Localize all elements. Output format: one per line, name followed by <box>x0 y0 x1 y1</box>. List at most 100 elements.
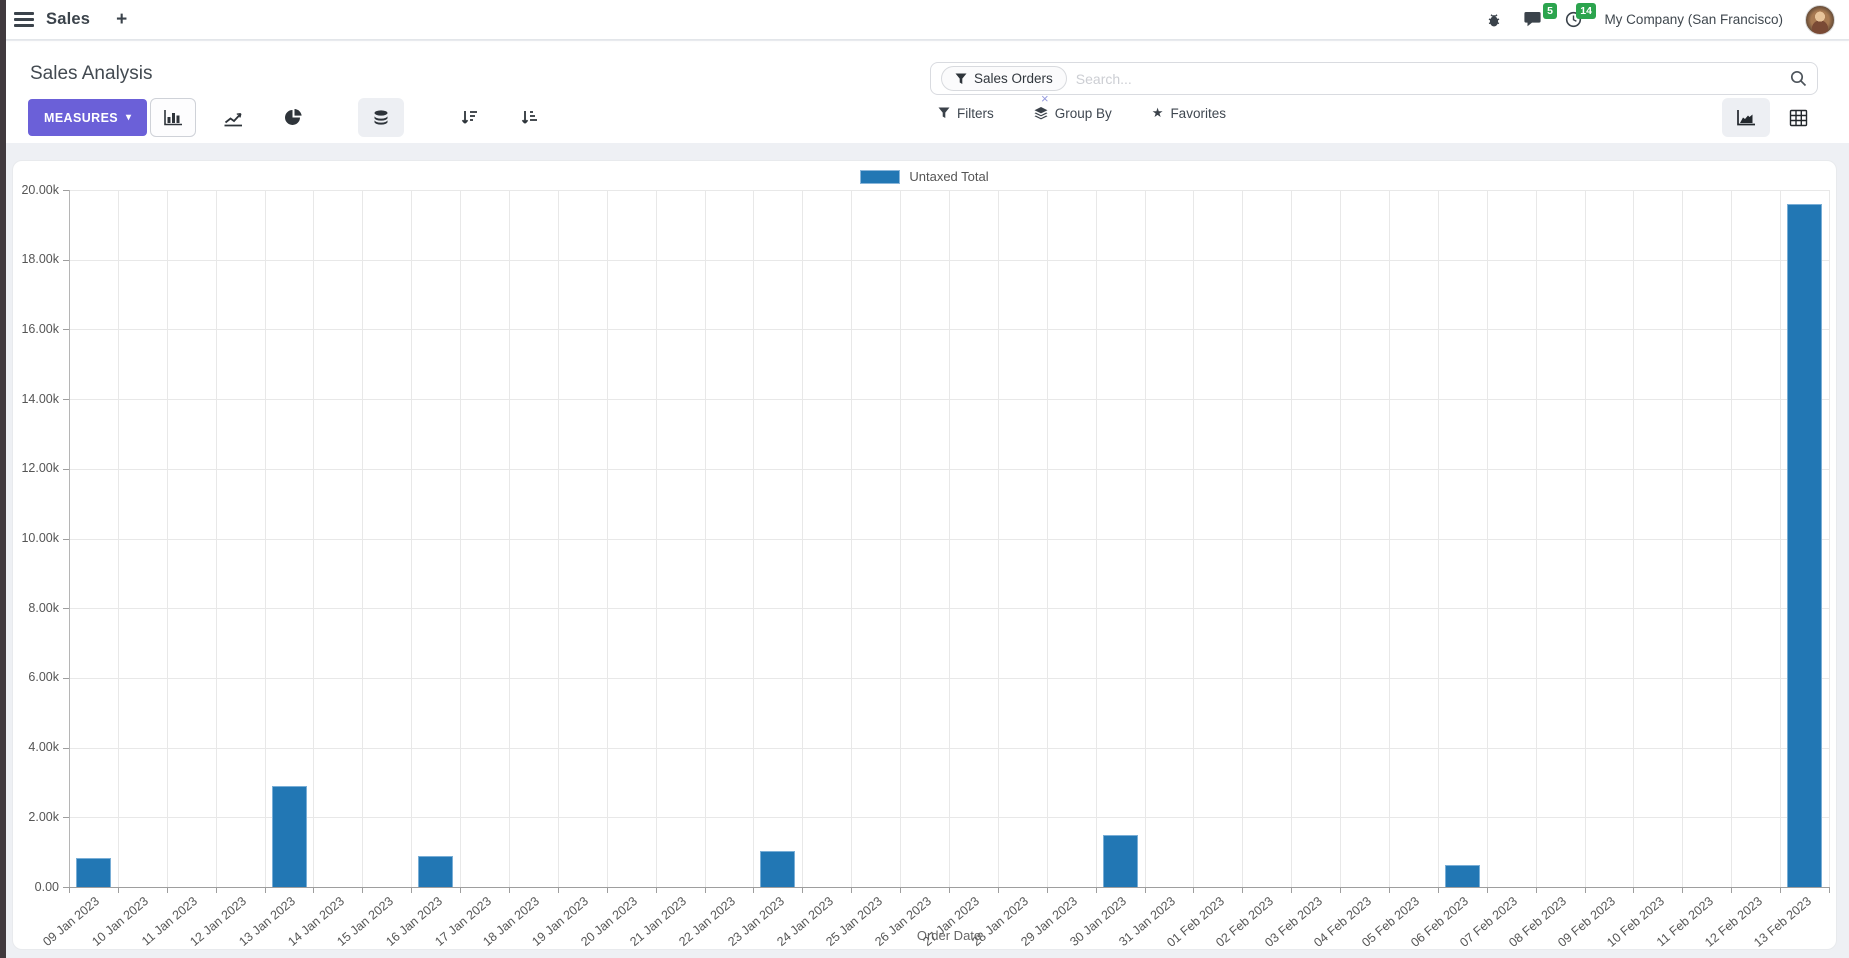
x-tick-mark <box>1633 887 1635 893</box>
user-avatar[interactable] <box>1805 4 1835 35</box>
sort-desc-button[interactable] <box>446 98 492 137</box>
bar[interactable] <box>1787 203 1823 887</box>
vertical-gridline <box>655 190 657 887</box>
x-tick-mark <box>1731 887 1733 893</box>
x-tick-mark <box>1682 887 1684 893</box>
activities-clock-icon[interactable]: 14 <box>1565 3 1597 28</box>
search-facet-sales-orders[interactable]: Sales Orders <box>941 66 1067 91</box>
y-tick-mark <box>63 677 69 679</box>
measures-button[interactable]: MEASURES ▾ <box>28 99 148 136</box>
company-switcher[interactable]: My Company (San Francisco) <box>1604 12 1783 27</box>
x-tick-mark <box>313 887 315 893</box>
x-tick-mark <box>1046 887 1048 893</box>
y-tick-label: 18.00k <box>21 252 59 267</box>
chart-legend[interactable]: Untaxed Total <box>13 169 1836 184</box>
filter-funnel-icon <box>938 107 950 119</box>
y-tick-label: 20.00k <box>21 182 59 197</box>
vertical-gridline <box>1095 190 1097 887</box>
app-name[interactable]: Sales <box>46 10 91 28</box>
y-tick-label: 14.00k <box>21 391 59 406</box>
vertical-gridline <box>1291 190 1293 887</box>
legend-color-swatch <box>860 169 901 184</box>
search-menus: Filters Group By ★ Favorites <box>938 105 1226 121</box>
y-tick-label: 2.00k <box>28 809 59 824</box>
x-tick-mark <box>509 887 510 893</box>
x-tick-mark <box>215 887 217 893</box>
group-by-menu[interactable]: Group By <box>1034 106 1112 121</box>
y-tick-mark <box>63 747 69 749</box>
x-tick-mark <box>1340 887 1342 893</box>
y-axis-line <box>69 190 70 887</box>
x-tick-mark <box>1584 887 1586 893</box>
bar[interactable] <box>1102 835 1138 887</box>
vertical-gridline <box>166 190 168 887</box>
search-icon[interactable] <box>1790 70 1807 87</box>
x-tick-mark <box>900 887 902 893</box>
vertical-gridline <box>949 190 950 887</box>
x-axis-title: Order Date <box>916 928 982 943</box>
y-tick-label: 12.00k <box>21 461 59 476</box>
vertical-gridline <box>802 190 804 887</box>
stacked-toggle-button[interactable] <box>358 98 404 137</box>
chevron-down-icon: ▾ <box>126 112 132 123</box>
x-tick-mark <box>1535 887 1537 893</box>
search-bar[interactable]: Sales Orders <box>930 62 1818 95</box>
chart-card: Untaxed Total Order Date 0.00 2.00k 4.00k 6… <box>12 160 1837 950</box>
x-tick-mark <box>117 887 119 893</box>
x-tick-mark <box>606 887 608 893</box>
vertical-gridline <box>1242 190 1244 887</box>
bar[interactable] <box>418 855 454 887</box>
x-tick-mark <box>166 887 168 893</box>
vertical-gridline <box>606 190 608 887</box>
bar[interactable] <box>271 785 307 887</box>
facet-remove-icon[interactable]: × <box>1041 91 1049 106</box>
search-facet-label: Sales Orders <box>974 71 1053 86</box>
page-title: Sales Analysis <box>30 63 153 84</box>
vertical-gridline <box>313 190 315 887</box>
x-tick-mark <box>557 887 559 893</box>
x-tick-mark <box>1829 887 1830 893</box>
favorites-menu[interactable]: ★ Favorites <box>1151 105 1226 121</box>
vertical-gridline <box>1584 190 1586 887</box>
bug-icon[interactable] <box>1486 12 1502 28</box>
graph-view-button[interactable] <box>1722 98 1770 137</box>
x-tick-mark <box>1389 887 1390 893</box>
sort-asc-button[interactable] <box>506 98 552 137</box>
x-tick-mark <box>851 887 853 893</box>
x-tick-mark <box>802 887 804 893</box>
x-tick-mark <box>362 887 364 893</box>
vertical-gridline <box>1535 190 1537 887</box>
vertical-gridline <box>704 190 706 887</box>
bar-chart-button[interactable] <box>150 98 196 137</box>
hamburger-icon[interactable] <box>14 12 34 27</box>
messages-icon[interactable]: 5 <box>1524 3 1558 28</box>
vertical-gridline <box>557 190 559 887</box>
vertical-gridline <box>1780 190 1782 887</box>
vertical-gridline <box>264 190 266 887</box>
vertical-gridline <box>900 190 902 887</box>
x-tick-mark <box>655 887 657 893</box>
vertical-gridline <box>460 190 462 887</box>
bar[interactable] <box>1444 865 1480 887</box>
vertical-gridline <box>1340 190 1342 887</box>
bar[interactable] <box>75 858 111 887</box>
x-tick-mark <box>753 887 755 893</box>
y-tick-mark <box>63 817 69 819</box>
y-tick-label: 8.00k <box>28 600 59 615</box>
vertical-gridline <box>1486 190 1488 887</box>
pie-chart-button[interactable] <box>270 98 316 137</box>
search-input[interactable] <box>1075 70 1784 87</box>
x-tick-mark <box>460 887 462 893</box>
line-chart-button[interactable] <box>210 98 256 137</box>
y-tick-label: 0.00 <box>34 879 59 894</box>
plus-icon[interactable]: + <box>116 9 128 30</box>
messages-badge: 5 <box>1542 3 1558 19</box>
bar[interactable] <box>760 851 796 887</box>
x-tick-mark <box>1486 887 1488 893</box>
filters-menu[interactable]: Filters <box>938 106 994 121</box>
pivot-view-button[interactable] <box>1774 98 1822 137</box>
x-tick-mark <box>949 887 950 893</box>
vertical-gridline <box>1731 190 1733 887</box>
x-tick-mark <box>704 887 706 893</box>
screen-edge-strip <box>0 0 6 958</box>
